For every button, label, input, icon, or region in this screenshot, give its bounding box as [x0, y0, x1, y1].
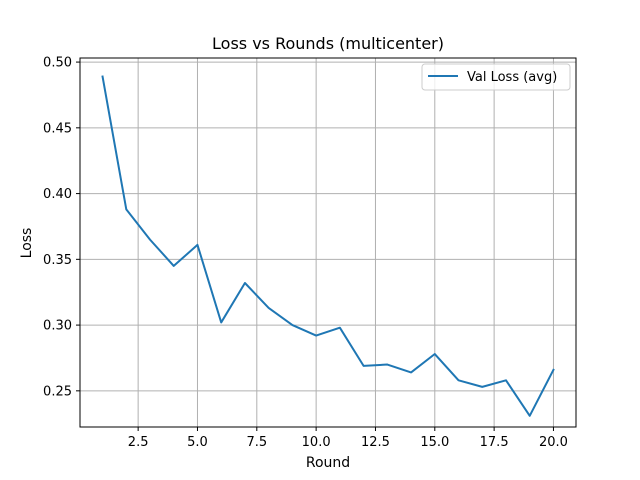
- series-line-val-loss: [101, 75, 555, 417]
- plot-area: [80, 58, 576, 427]
- y-axis-label: Loss: [19, 228, 35, 259]
- y-tick-label: 0.25: [43, 384, 72, 399]
- x-tick-label: 7.5: [246, 435, 267, 450]
- x-tick-label: 20.0: [539, 435, 568, 450]
- x-tick-label: 5.0: [187, 435, 208, 450]
- x-tick-label: 12.5: [361, 435, 390, 450]
- legend-box: [421, 63, 571, 91]
- legend-label-val-loss: Val Loss (avg): [467, 70, 557, 85]
- x-axis-label: Round: [306, 455, 350, 471]
- y-tick-label: 0.50: [43, 56, 72, 71]
- x-tick-label: 17.5: [480, 435, 509, 450]
- y-tick-label: 0.30: [43, 319, 72, 334]
- x-tick-label: 15.0: [420, 435, 449, 450]
- x-tick-label: 2.5: [128, 435, 149, 450]
- series-lines: [101, 75, 555, 417]
- y-tick-label: 0.40: [43, 187, 72, 202]
- y-tick-label: 0.35: [43, 253, 72, 268]
- chart-title: Loss vs Rounds (multicenter): [212, 34, 444, 53]
- plot-frame: [79, 57, 577, 428]
- x-axis-ticks: 2.5 5.0 7.5 10.0 12.5 15.0 17.5 20.0: [128, 427, 568, 450]
- x-tick-label: 10.0: [302, 435, 331, 450]
- y-tick-label: 0.45: [43, 121, 72, 136]
- y-axis-ticks: 0.25 0.30 0.35 0.40 0.45 0.50: [43, 56, 80, 399]
- legend: Val Loss (avg): [421, 63, 571, 91]
- grid-lines: [80, 58, 576, 427]
